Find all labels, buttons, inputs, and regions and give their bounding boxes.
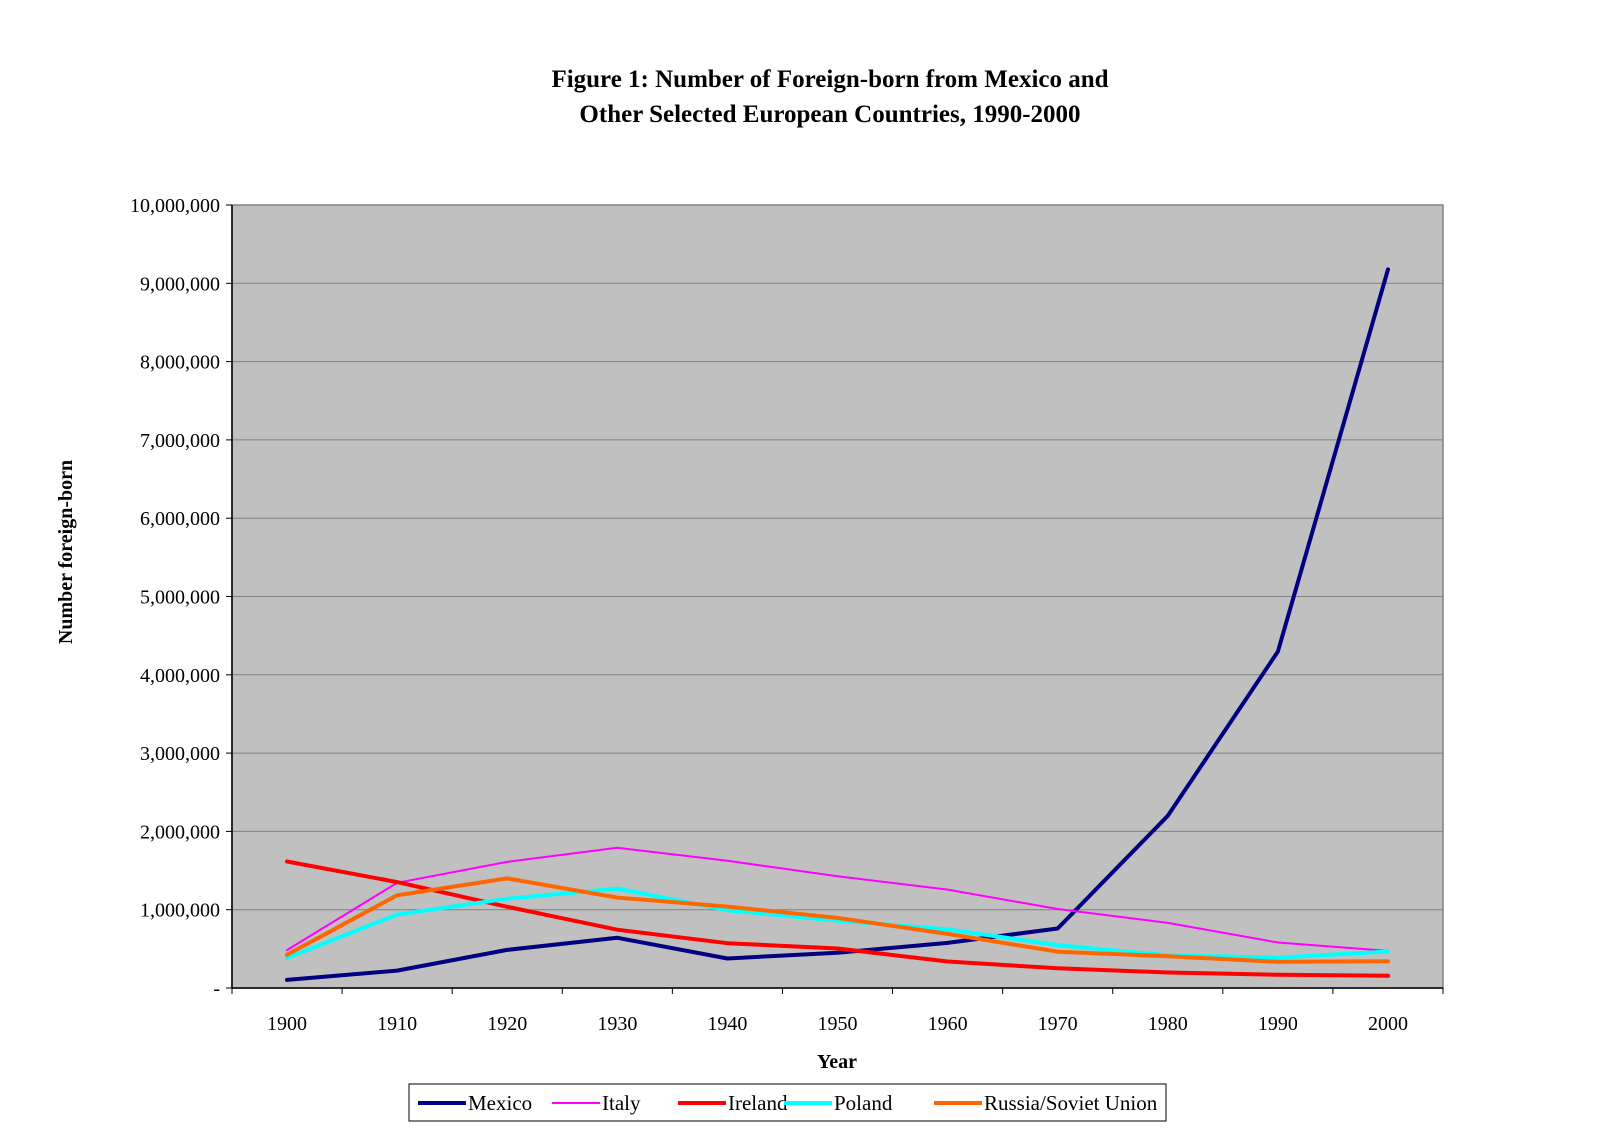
y-tick-label: 10,000,000 xyxy=(130,195,220,217)
x-tick-label: 1950 xyxy=(818,1013,858,1035)
x-tick-label: 1940 xyxy=(707,1013,747,1035)
y-tick-label: 8,000,000 xyxy=(140,352,220,374)
legend-label-russia-soviet-union: Russia/Soviet Union xyxy=(984,1091,1158,1115)
y-axis-title: Number foreign-born xyxy=(55,460,77,644)
x-tick-label: 1900 xyxy=(267,1013,307,1035)
y-tick-label: 1,000,000 xyxy=(140,900,220,922)
y-tick-label: 5,000,000 xyxy=(140,587,220,609)
x-tick-label: 1970 xyxy=(1038,1013,1078,1035)
y-tick-label: 2,000,000 xyxy=(140,821,220,843)
series-line-mexico xyxy=(285,267,1390,982)
y-tick-label: 4,000,000 xyxy=(140,665,220,687)
y-tick-label: - xyxy=(213,978,220,1000)
chart-title-line-1: Figure 1: Number of Foreign-born from Me… xyxy=(551,66,1108,93)
legend: Mexico Italy Ireland Poland Russia/Soviet Un… xyxy=(408,1083,1167,1122)
y-tick-label: 6,000,000 xyxy=(140,508,220,530)
x-tick-label: 1920 xyxy=(487,1013,527,1035)
y-tick-label: 7,000,000 xyxy=(140,430,220,452)
legend-label-italy: Italy xyxy=(602,1091,641,1115)
x-tick-label: 1990 xyxy=(1258,1013,1298,1035)
x-tick-label: 1910 xyxy=(377,1013,417,1035)
series-line-russia-soviet-union xyxy=(285,876,1390,964)
y-tick-label: 9,000,000 xyxy=(140,273,220,295)
series-line-italy xyxy=(286,846,1389,952)
y-tick-label: 3,000,000 xyxy=(140,743,220,765)
x-tick-label: 1960 xyxy=(928,1013,968,1035)
chart-title-line-2: Other Selected European Countries, 1990-… xyxy=(579,101,1080,128)
x-tick-label: 1980 xyxy=(1148,1013,1188,1035)
x-tick-label: 1930 xyxy=(597,1013,637,1035)
x-tick-label: 2000 xyxy=(1368,1013,1408,1035)
axes: - 1,000,000 2,000,000 3,000,000 4,000,000 5,0… xyxy=(130,195,1444,1035)
legend-label-ireland: Ireland xyxy=(728,1091,788,1115)
legend-label-mexico: Mexico xyxy=(468,1091,532,1115)
x-axis-title: Year xyxy=(817,1051,857,1073)
series-lines xyxy=(285,267,1390,982)
legend-label-poland: Poland xyxy=(834,1091,893,1115)
series-line-ireland xyxy=(285,859,1390,978)
